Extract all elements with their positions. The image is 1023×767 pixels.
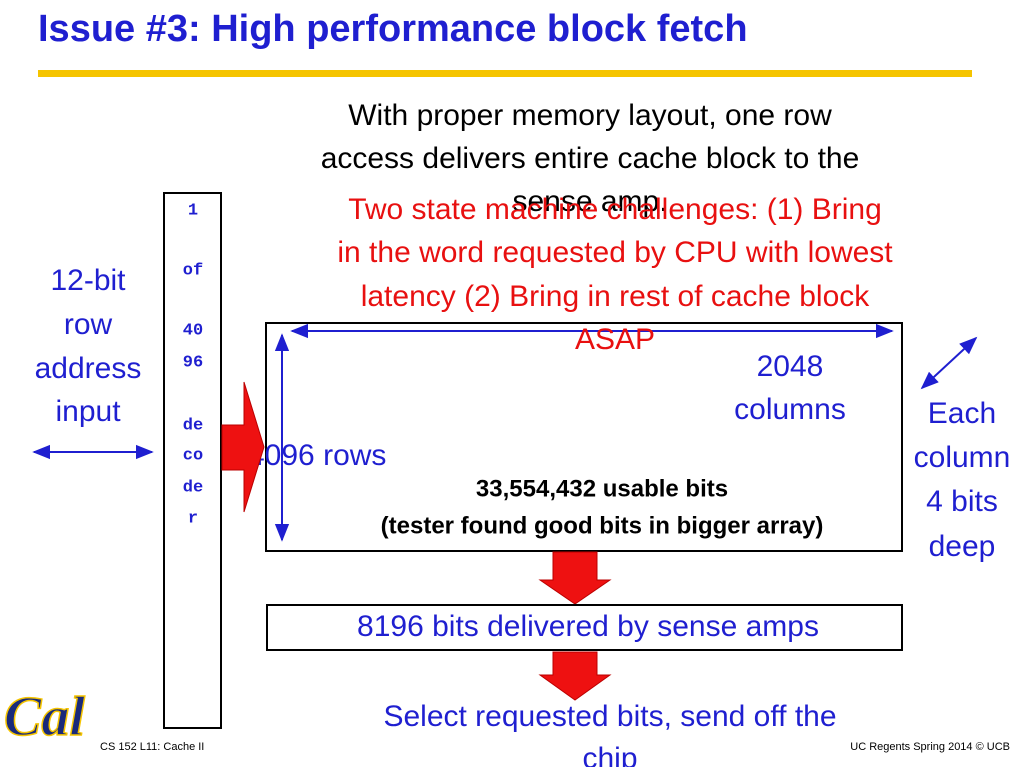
decoder-text: 40 bbox=[183, 321, 203, 340]
column-depth-line: deep bbox=[929, 530, 996, 563]
intro-line: sense amp. bbox=[512, 185, 667, 218]
intro-line: With proper memory layout, one row bbox=[348, 99, 832, 132]
title-rule bbox=[38, 70, 972, 77]
column-depth-line: column bbox=[914, 441, 1011, 474]
decoder-box bbox=[163, 192, 222, 729]
memory-array bbox=[265, 322, 903, 552]
logo: Cal bbox=[4, 686, 85, 748]
challenge-line: latency (2) Bring in rest of cache block bbox=[361, 280, 871, 313]
intro-line: access delivers entire cache block to th… bbox=[321, 142, 860, 175]
columns-line: 2048 bbox=[757, 350, 824, 383]
select-line: Select requested bits, send off the bbox=[383, 700, 836, 733]
decoder-text: 1 bbox=[188, 201, 198, 220]
sense-amps-box bbox=[266, 604, 903, 651]
column-depth-line: Each bbox=[928, 397, 996, 430]
challenge-line: in the word requested by CPU with lowest bbox=[337, 236, 893, 269]
select-line: chip bbox=[582, 742, 637, 767]
footer-left: CS 152 L11: Cache II bbox=[100, 741, 204, 753]
columns-line: columns bbox=[734, 393, 846, 426]
select: Select requested bits, send off the chip bbox=[383, 700, 836, 767]
challenge-line: ASAP bbox=[575, 323, 655, 356]
row-address-line: 12-bit bbox=[50, 264, 126, 297]
columns-label: 2048 columns bbox=[734, 350, 846, 426]
footer-right: UC Regents Spring 2014 © UCB bbox=[850, 741, 1010, 753]
decoder-text: of bbox=[183, 261, 203, 280]
rows-label: 4096 rows bbox=[248, 439, 386, 472]
intro: With proper memory layout, one row acces… bbox=[321, 99, 860, 218]
column-depth: Each column 4 bits deep bbox=[914, 397, 1011, 563]
row-address-line: address bbox=[35, 352, 142, 385]
column-depth-line: 4 bits bbox=[926, 485, 998, 518]
decoder-text: de bbox=[183, 478, 203, 497]
decoder-label: 1 of 40 96 de co de r bbox=[183, 201, 203, 528]
bits-label: 33,554,432 usable bits (tester found goo… bbox=[381, 475, 824, 539]
decoder-text: 96 bbox=[183, 353, 203, 372]
row-address: 12-bit row address input bbox=[35, 264, 142, 428]
slide-title: Issue #3: High performance block fetch bbox=[38, 8, 748, 50]
bits-line: (tester found good bits in bigger array) bbox=[381, 512, 824, 539]
sense-amps-label: 8196 bits delivered by sense amps bbox=[357, 610, 819, 643]
down-arrow bbox=[538, 651, 612, 701]
decoder-text: co bbox=[183, 446, 203, 465]
decoder-text: de bbox=[183, 416, 203, 435]
depth-arrow bbox=[920, 336, 978, 390]
row-address-line: input bbox=[55, 395, 121, 428]
decoder-text: r bbox=[188, 509, 198, 528]
bits-line: 33,554,432 usable bits bbox=[476, 475, 728, 502]
decoder-arrow bbox=[221, 381, 265, 513]
down-arrow bbox=[538, 551, 612, 605]
challenge: Two state machine challenges: (1) Bring … bbox=[337, 193, 893, 356]
challenge-line: Two state machine challenges: (1) Bring bbox=[348, 193, 882, 226]
row-address-line: row bbox=[64, 308, 113, 341]
